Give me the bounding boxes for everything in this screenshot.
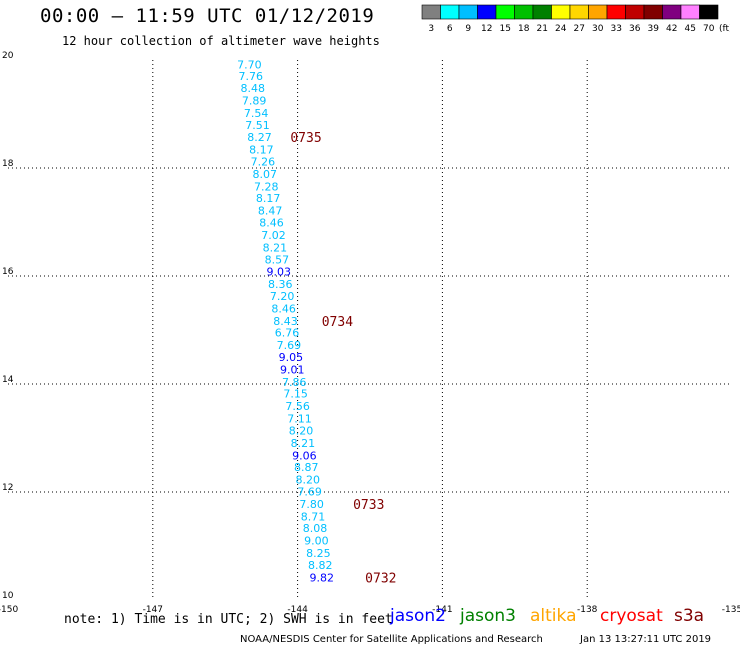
wave-height-value: 8.07 xyxy=(253,168,278,181)
chart-title: 00:00 – 11:59 UTC 01/12/2019 xyxy=(40,5,375,27)
wave-height-value: 8.46 xyxy=(271,302,296,315)
y-tick-label: 20 xyxy=(2,51,14,61)
wave-height-value: 9.03 xyxy=(267,266,292,279)
colorbar-label: 3 xyxy=(428,24,434,34)
wave-height-value: 7.80 xyxy=(299,498,324,511)
wave-height-value: 7.69 xyxy=(277,339,302,352)
wave-height-value: 9.05 xyxy=(279,351,304,364)
wave-height-value: 6.76 xyxy=(275,327,300,340)
wave-height-value: 7.56 xyxy=(285,400,310,413)
wave-height-value: 7.26 xyxy=(251,156,276,169)
colorbar-label: 18 xyxy=(518,24,530,34)
colorbar-label: 9 xyxy=(465,24,471,34)
y-tick-label: 16 xyxy=(2,267,14,277)
wave-height-value: 8.57 xyxy=(265,253,290,266)
pass-time-label: 0733 xyxy=(353,498,384,513)
colorbar-label: 42 xyxy=(666,24,677,34)
wave-height-value: 7.70 xyxy=(237,58,262,71)
colorbar-label: 24 xyxy=(555,24,567,34)
wave-height-value: 7.11 xyxy=(287,413,312,426)
colorbar-label: 15 xyxy=(500,24,511,34)
units-note: note: 1) Time is in UTC; 2) SWH is in fe… xyxy=(64,612,393,627)
wave-height-value: 8.20 xyxy=(289,424,314,437)
y-tick-label: 12 xyxy=(2,483,13,493)
colorbar-label: 27 xyxy=(574,24,585,34)
colorbar-label: 45 xyxy=(685,24,696,34)
wave-height-value: 8.36 xyxy=(268,278,293,291)
wave-height-value: 7.20 xyxy=(270,290,295,303)
wave-height-value: 8.21 xyxy=(263,241,288,254)
wave-height-value: 7.28 xyxy=(254,180,279,193)
wave-height-value: 8.08 xyxy=(303,522,328,535)
wave-height-value: 8.21 xyxy=(291,437,316,450)
colorbar-label: 39 xyxy=(648,24,660,34)
wave-height-value: 8.87 xyxy=(294,461,319,474)
pass-time-label: 0735 xyxy=(290,131,321,146)
wave-height-value: 7.69 xyxy=(297,485,322,498)
x-tick-label: -138 xyxy=(577,605,598,615)
footer-credit: NOAA/NESDIS Center for Satellite Applica… xyxy=(240,634,543,645)
y-tick-label: 10 xyxy=(2,591,14,601)
wave-height-value: 9.00 xyxy=(304,535,329,548)
x-tick-label: -144 xyxy=(287,605,308,615)
wave-height-value: 7.76 xyxy=(239,70,264,83)
colorbar-label: 70 xyxy=(703,24,715,34)
wave-height-value: 7.02 xyxy=(261,229,286,242)
colorbar-label: 21 xyxy=(537,24,548,34)
x-tick-label: -147 xyxy=(143,605,163,615)
wave-height-value: 9.06 xyxy=(292,449,317,462)
legend-jason3: jason3 xyxy=(460,606,516,626)
wave-height-value: 9.82 xyxy=(309,571,334,584)
y-tick-label: 18 xyxy=(2,159,14,169)
wave-height-value: 8.71 xyxy=(301,510,326,523)
legend-s3a: s3a xyxy=(674,606,705,626)
wave-height-value: 8.27 xyxy=(247,131,272,144)
wave-height-value: 7.89 xyxy=(242,95,267,108)
wave-height-value: 8.20 xyxy=(295,474,320,487)
wave-height-value: 7.86 xyxy=(282,376,307,389)
footer-timestamp: Jan 13 13:27:11 UTC 2019 xyxy=(580,634,712,645)
legend-jason2: jason2 xyxy=(390,606,446,626)
pass-time-label: 0732 xyxy=(365,571,396,586)
x-tick-label: -135 xyxy=(722,605,740,615)
wave-height-value: 8.43 xyxy=(273,315,298,328)
wave-height-value: 8.48 xyxy=(240,82,265,95)
colorbar-label: 12 xyxy=(481,24,492,34)
wave-height-value: 8.47 xyxy=(258,205,283,218)
pass-time-label: 0734 xyxy=(322,315,353,330)
legend-altika: altika xyxy=(530,606,577,626)
wave-height-value: 8.25 xyxy=(306,547,331,560)
colorbar-label: 36 xyxy=(629,24,641,34)
colorbar-swatch xyxy=(699,4,719,20)
colorbar-unit: (ft) xyxy=(719,24,730,34)
wave-height-value: 7.51 xyxy=(245,119,270,132)
chart-subtitle: 12 hour collection of altimeter wave hei… xyxy=(62,34,380,48)
wave-height-value: 8.17 xyxy=(249,144,274,157)
wave-height-value: 8.46 xyxy=(259,217,284,230)
wave-height-value: 7.54 xyxy=(244,107,269,120)
x-tick-label: -150 xyxy=(0,605,18,615)
wave-height-value: 8.17 xyxy=(256,192,281,205)
altimeter-chart: -150 -147 -144 -141 -138 -135 10 12 14 16 18 20 7.70… xyxy=(0,51,740,615)
colorbar-label: 30 xyxy=(592,24,604,34)
wave-height-value: 9.01 xyxy=(280,363,305,376)
x-tick-label: -141 xyxy=(432,605,452,615)
y-tick-label: 14 xyxy=(2,375,14,385)
colorbar-label: 33 xyxy=(611,24,622,34)
wave-height-value: 8.82 xyxy=(308,559,333,572)
wave-height-value: 7.15 xyxy=(283,388,308,401)
legend-cryosat: cryosat xyxy=(600,606,663,626)
colorbar-label: 6 xyxy=(447,24,453,34)
